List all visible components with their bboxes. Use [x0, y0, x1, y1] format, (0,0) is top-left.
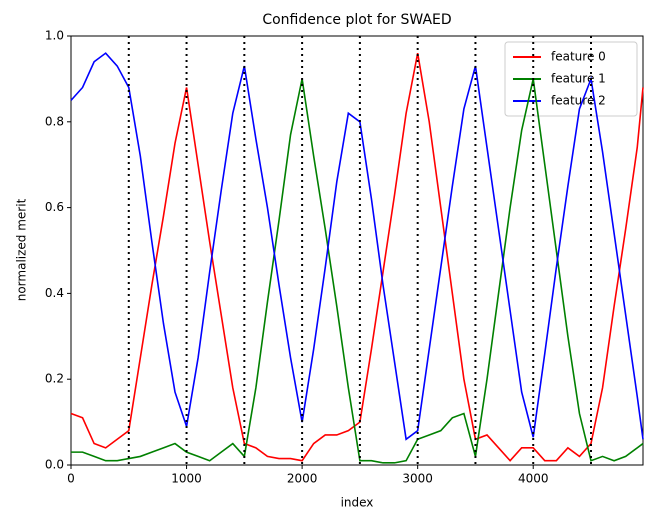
x-axis-label: index	[341, 496, 374, 510]
x-tick-label: 1000	[171, 472, 202, 486]
x-tick-label: 4000	[518, 472, 549, 486]
plot-frame	[70, 35, 644, 466]
legend-box	[504, 41, 638, 117]
y-axis-label: normalized merit	[15, 198, 29, 301]
y-tick-label: 0.4	[45, 286, 64, 300]
x-tick-label: 3000	[402, 472, 433, 486]
legend-label: feature 2	[551, 94, 606, 108]
chart-title: Confidence plot for SWAED	[262, 12, 451, 28]
legend: feature 0 feature 1 feature 2	[504, 41, 638, 117]
y-tick-label: 0.0	[45, 458, 64, 472]
y-tick-label: 0.8	[45, 114, 64, 128]
legend-label: feature 1	[551, 72, 606, 86]
series-line	[70, 53, 644, 462]
y-tick-label: 0.2	[45, 372, 64, 386]
y-tick-label: 1.0	[45, 29, 64, 43]
x-tick-label: 0	[67, 472, 75, 486]
series-line	[71, 78, 644, 464]
legend-label: feature 0	[551, 50, 606, 64]
x-tick-label: 2000	[287, 472, 318, 486]
y-tick-label: 0.6	[45, 200, 64, 214]
